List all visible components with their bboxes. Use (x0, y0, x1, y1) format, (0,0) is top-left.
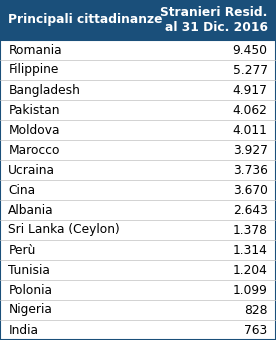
Bar (0, 60, 276, 80)
Text: 1.314: 1.314 (233, 243, 268, 256)
Bar (0, 120, 276, 140)
Text: Marocco: Marocco (8, 143, 60, 156)
Bar (0, 220, 276, 240)
Text: Polonia: Polonia (8, 284, 52, 296)
Text: Nigeria: Nigeria (8, 304, 52, 317)
Bar (0, 300, 276, 320)
Text: 3.736: 3.736 (233, 164, 268, 176)
Text: 3.670: 3.670 (233, 184, 268, 197)
Text: 5.277: 5.277 (233, 64, 268, 76)
Text: Filippine: Filippine (8, 64, 59, 76)
Bar (0, 0, 276, 40)
Text: Stranieri Resid.
al 31 Dic. 2016: Stranieri Resid. al 31 Dic. 2016 (160, 6, 268, 34)
Bar (0, 180, 276, 200)
Bar (0, 200, 276, 220)
Text: 9.450: 9.450 (233, 44, 268, 56)
Bar (0, 280, 276, 300)
Text: Tunisia: Tunisia (8, 264, 50, 276)
Text: Perù: Perù (8, 243, 36, 256)
Text: Pakistan: Pakistan (8, 103, 60, 117)
Bar (0, 140, 276, 160)
Text: Albania: Albania (8, 204, 54, 217)
Text: Principali cittadinanze: Principali cittadinanze (8, 14, 163, 27)
Bar (0, 260, 276, 280)
Text: Sri Lanka (Ceylon): Sri Lanka (Ceylon) (8, 223, 120, 237)
Text: 1.099: 1.099 (233, 284, 268, 296)
Text: 828: 828 (244, 304, 268, 317)
Text: 1.204: 1.204 (233, 264, 268, 276)
Bar (0, 40, 276, 60)
Text: Moldova: Moldova (8, 123, 60, 136)
Bar (0, 160, 276, 180)
Bar (0, 80, 276, 100)
Text: Cina: Cina (8, 184, 35, 197)
Bar (0, 240, 276, 260)
Bar (0, 100, 276, 120)
Text: Bangladesh: Bangladesh (8, 84, 80, 97)
Text: 4.062: 4.062 (233, 103, 268, 117)
Bar (0, 320, 276, 340)
Text: 2.643: 2.643 (233, 204, 268, 217)
Text: 3.927: 3.927 (233, 143, 268, 156)
Text: Ucraina: Ucraina (8, 164, 55, 176)
Text: 4.011: 4.011 (233, 123, 268, 136)
Text: India: India (8, 323, 38, 337)
Text: 1.378: 1.378 (233, 223, 268, 237)
Text: 4.917: 4.917 (233, 84, 268, 97)
Text: 763: 763 (245, 323, 268, 337)
Text: Romania: Romania (8, 44, 62, 56)
